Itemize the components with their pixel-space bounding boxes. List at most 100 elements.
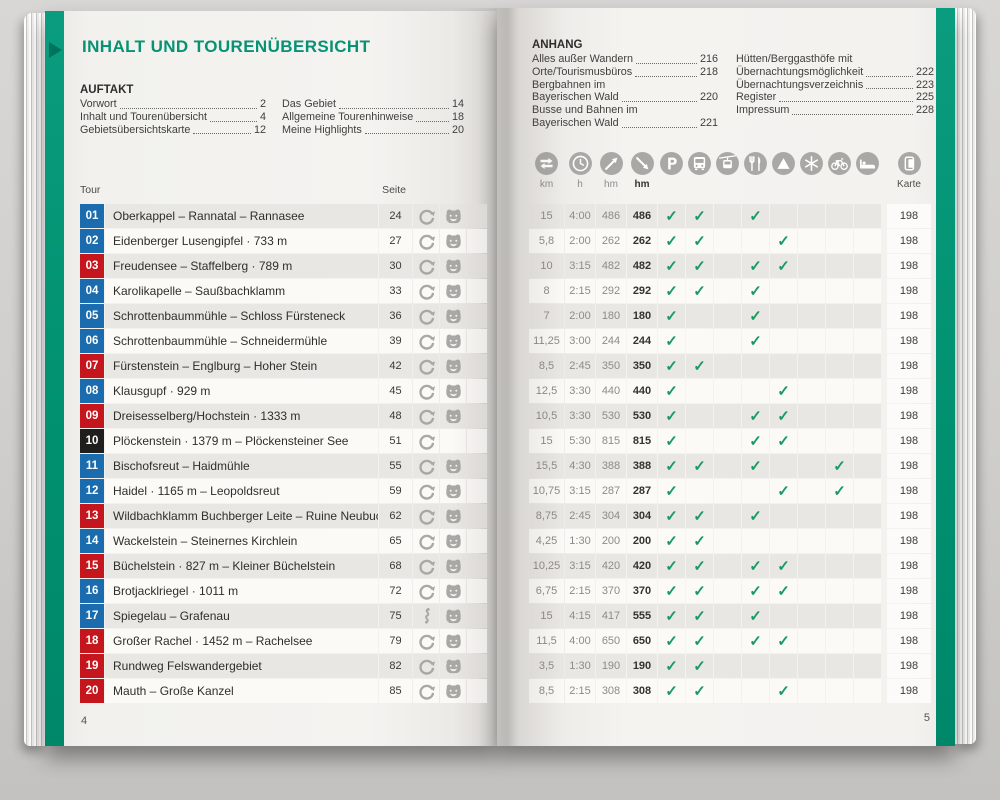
summit-cell: ✓ bbox=[770, 254, 797, 278]
tour-family-cell bbox=[440, 404, 466, 428]
km-value: 11,5 bbox=[529, 629, 564, 653]
tour-row: 17 Spiegelau – Grafenau 75 bbox=[80, 604, 487, 628]
descent-value: 190 bbox=[627, 654, 657, 678]
summit-cell: ✓ bbox=[770, 429, 797, 453]
tour-type-cell bbox=[413, 429, 439, 453]
km-value: 10,5 bbox=[529, 404, 564, 428]
tour-row: 19 Rundweg Felswandergebiet 82 bbox=[80, 654, 487, 678]
descent-value: 262 bbox=[627, 229, 657, 253]
column-header-snowflake bbox=[798, 151, 825, 190]
tour-row: 10 Plöckenstein · 1379 m – Plöckensteiner… bbox=[80, 429, 487, 453]
km-value: 15,5 bbox=[529, 454, 564, 478]
tour-family-cell bbox=[440, 454, 466, 478]
hours-value: 4:15 bbox=[565, 604, 595, 628]
map-number: 198 bbox=[887, 579, 931, 603]
map-number: 198 bbox=[887, 354, 931, 378]
tour-row: 05 Schrottenbaummühle – Schloss Fürstenec… bbox=[80, 304, 487, 328]
map-number: 198 bbox=[887, 454, 931, 478]
tour-data-row: 10,75 3:15 287 287 ✓ ✓ ✓ 198 bbox=[529, 479, 933, 503]
bed-icon bbox=[855, 151, 880, 176]
descent-value: 440 bbox=[627, 379, 657, 403]
cablecar-cell bbox=[714, 304, 741, 328]
summit-cell bbox=[770, 354, 797, 378]
tour-list-left: 01 Oberkappel – Rannatal – Rannasee 24 02 Ei… bbox=[80, 204, 487, 703]
km-value: 8,5 bbox=[529, 679, 564, 703]
km-value: 12,5 bbox=[529, 379, 564, 403]
cablecar-cell bbox=[714, 654, 741, 678]
tour-row: 20 Mauth – Große Kanzel 85 bbox=[80, 679, 487, 703]
tour-family-cell bbox=[440, 354, 466, 378]
tour-number-badge: 13 bbox=[80, 504, 104, 528]
bear-icon bbox=[443, 531, 464, 552]
snowflake-cell bbox=[798, 504, 825, 528]
tour-name: Plöckenstein · 1379 m – Plöckensteiner S… bbox=[105, 429, 378, 453]
tour-page-number: 85 bbox=[379, 679, 412, 703]
ascent-value: 350 bbox=[596, 354, 626, 378]
tour-page-number: 72 bbox=[379, 579, 412, 603]
tour-type-cell bbox=[413, 304, 439, 328]
tour-number-badge: 19 bbox=[80, 654, 104, 678]
tour-family-cell bbox=[440, 204, 466, 228]
hours-value: 1:30 bbox=[565, 654, 595, 678]
summit-cell bbox=[770, 529, 797, 553]
bike-cell bbox=[826, 279, 853, 303]
table-header-left: Tour Seite bbox=[80, 184, 406, 196]
restaurant-cell: ✓ bbox=[742, 629, 769, 653]
snowflake-cell bbox=[798, 354, 825, 378]
hours-value: 1:30 bbox=[565, 529, 595, 553]
bike-cell bbox=[826, 354, 853, 378]
tour-page-number: 68 bbox=[379, 554, 412, 578]
dotted-leader bbox=[636, 62, 697, 64]
check-icon: ✓ bbox=[693, 582, 706, 600]
loop-icon bbox=[416, 456, 437, 477]
ascent-value: 370 bbox=[596, 579, 626, 603]
check-icon: ✓ bbox=[665, 382, 678, 400]
bed-cell bbox=[854, 629, 881, 653]
ascent-value: 420 bbox=[596, 554, 626, 578]
tour-row: 09 Dreisesselberg/Hochstein · 1333 m 48 bbox=[80, 404, 487, 428]
loop-icon bbox=[416, 481, 437, 502]
cablecar-icon bbox=[715, 151, 740, 176]
snowflake-cell bbox=[798, 254, 825, 278]
snowflake-cell bbox=[798, 554, 825, 578]
tour-number-badge: 09 bbox=[80, 404, 104, 428]
column-header-parking bbox=[658, 151, 685, 190]
map-number: 198 bbox=[887, 279, 931, 303]
bike-cell bbox=[826, 679, 853, 703]
tour-family-cell bbox=[440, 579, 466, 603]
tour-number-badge: 14 bbox=[80, 529, 104, 553]
tour-type-cell bbox=[413, 404, 439, 428]
row-end-spacer bbox=[467, 629, 487, 653]
toc-page-number: 14 bbox=[451, 98, 464, 110]
check-icon: ✓ bbox=[665, 432, 678, 450]
ascent-value: 292 bbox=[596, 279, 626, 303]
map-number: 198 bbox=[887, 229, 931, 253]
row-end-spacer bbox=[467, 454, 487, 478]
restaurant-cell: ✓ bbox=[742, 329, 769, 353]
snowflake-cell bbox=[798, 479, 825, 503]
toc-entry: Vorwort 2 bbox=[80, 98, 266, 110]
loop-icon bbox=[416, 581, 437, 602]
restaurant-cell: ✓ bbox=[742, 279, 769, 303]
summit-cell bbox=[770, 204, 797, 228]
table-header-icons: km h hm hm Karte bbox=[529, 151, 933, 190]
tour-type-cell bbox=[413, 354, 439, 378]
bike-cell bbox=[826, 379, 853, 403]
tour-data-row: 15,5 4:30 388 388 ✓ ✓ ✓ ✓ 198 bbox=[529, 454, 933, 478]
tour-row: 01 Oberkappel – Rannatal – Rannasee 24 bbox=[80, 204, 487, 228]
tour-data-row: 5,8 2:00 262 262 ✓ ✓ ✓ 198 bbox=[529, 229, 933, 253]
ascent-value: 530 bbox=[596, 404, 626, 428]
check-icon: ✓ bbox=[749, 332, 762, 350]
tour-number-badge: 06 bbox=[80, 329, 104, 353]
tour-page-number: 45 bbox=[379, 379, 412, 403]
bed-cell bbox=[854, 254, 881, 278]
bed-cell bbox=[854, 229, 881, 253]
map-number: 198 bbox=[887, 529, 931, 553]
map-number: 198 bbox=[887, 629, 931, 653]
tour-name: Klausgupf · 929 m bbox=[105, 379, 378, 403]
restaurant-cell bbox=[742, 529, 769, 553]
descent-value: 650 bbox=[627, 629, 657, 653]
descent-value: 244 bbox=[627, 329, 657, 353]
tour-data-row: 10,25 3:15 420 420 ✓ ✓ ✓ ✓ 198 bbox=[529, 554, 933, 578]
